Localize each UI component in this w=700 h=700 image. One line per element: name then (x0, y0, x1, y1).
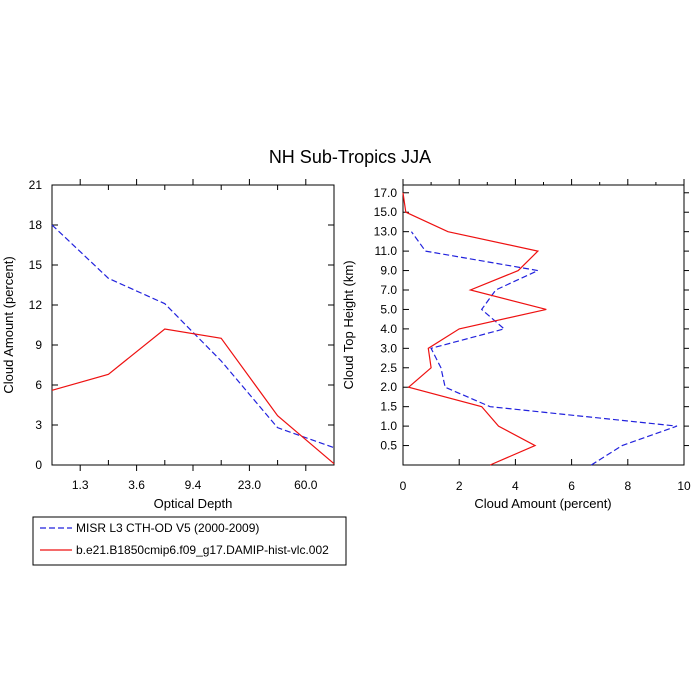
right-x-axis-label: Cloud Amount (percent) (474, 496, 611, 511)
legend-box (32, 516, 347, 566)
right-y-tick-label: 13.0 (374, 225, 398, 239)
left-series-obs-line (51, 224, 335, 449)
left-chart-panel: 0 3 6 9 12 15 18 21 1.3 3.6 9.4 23.0 60.0 Optical De… (1, 178, 335, 511)
right-x-tick-label: 10 (677, 479, 691, 493)
legend-label-model: b.e21.B1850cmip6.f09_g17.DAMIP-hist-vlc.… (76, 543, 329, 557)
left-series-model-line (51, 328, 335, 465)
right-y-tick-label: 15.0 (374, 205, 398, 219)
right-x-tick-label: 8 (624, 479, 631, 493)
right-x-tick-label: 2 (456, 479, 463, 493)
right-chart-panel: 0.5 1.0 1.5 2.0 2.5 3.0 4.0 5.0 7.0 9.0 11.0 13.0 15… (341, 179, 691, 511)
right-y-tick-label: 7.0 (380, 283, 397, 297)
right-x-tick-label: 4 (512, 479, 519, 493)
right-y-axis-label: Cloud Top Height (km) (341, 260, 356, 389)
right-y-tick-label: 2.0 (380, 380, 397, 394)
left-y-tick-label: 21 (29, 178, 43, 192)
left-x-axis-label: Optical Depth (154, 496, 233, 511)
left-y-tick-label: 15 (29, 258, 43, 272)
right-y-tick-label: 4.0 (380, 322, 397, 336)
left-y-tick-label: 12 (29, 298, 43, 312)
left-y-tick-label: 6 (35, 378, 42, 392)
right-y-tick-label: 0.5 (380, 439, 397, 453)
right-y-tick-label: 3.0 (380, 341, 397, 355)
left-x-tick-label: 60.0 (294, 478, 318, 492)
right-x-tick-label: 6 (568, 479, 575, 493)
left-y-tick-label: 0 (35, 458, 42, 472)
right-y-tick-label: 11.0 (375, 244, 398, 258)
left-y-axis-label: Cloud Amount (percent) (1, 256, 16, 393)
right-y-tick-label: 2.5 (380, 361, 397, 375)
legend-label-obs: MISR L3 CTH-OD V5 (2000-2009) (76, 521, 259, 535)
right-y-tick-label: 17.0 (374, 186, 398, 200)
legend: MISR L3 CTH-OD V5 (2000-2009) b.e21.B185… (32, 516, 347, 566)
left-plot-frame (51, 184, 335, 466)
left-x-tick-label: 3.6 (128, 478, 145, 492)
left-x-tick-label: 23.0 (238, 478, 262, 492)
left-y-tick-label: 9 (35, 338, 42, 352)
right-series-model-line (402, 192, 547, 466)
right-series-obs-line (410, 231, 678, 466)
right-x-tick-label: 0 (400, 479, 407, 493)
left-x-tick-label: 1.3 (72, 478, 89, 492)
left-y-tick-label: 18 (29, 218, 43, 232)
right-y-tick-label: 5.0 (380, 302, 397, 316)
right-y-tick-label: 1.5 (380, 400, 397, 414)
right-y-tick-label: 9.0 (380, 264, 397, 278)
right-y-tick-label: 1.0 (380, 419, 397, 433)
left-x-tick-label: 9.4 (185, 478, 202, 492)
left-y-tick-label: 3 (35, 418, 42, 432)
figure-title: NH Sub-Tropics JJA (269, 147, 431, 167)
